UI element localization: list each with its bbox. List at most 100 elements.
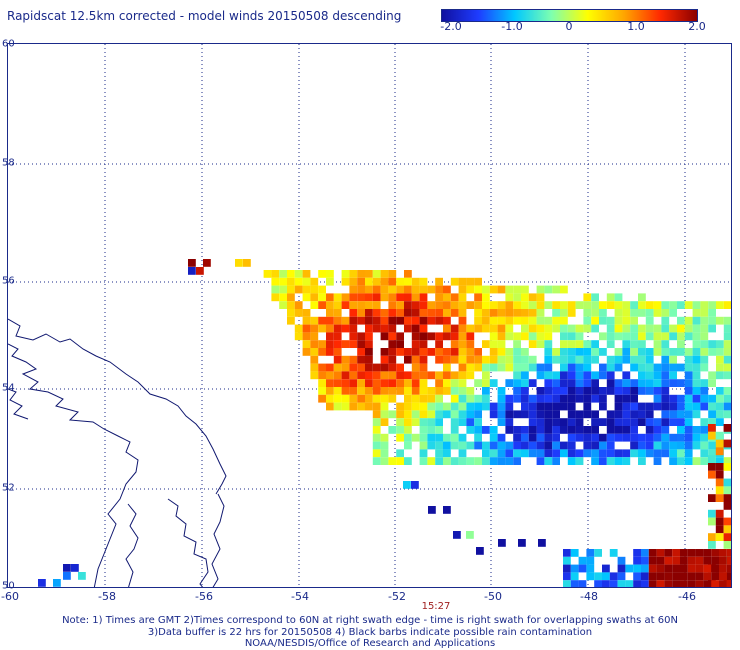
wind-cell <box>677 332 685 341</box>
wind-cell <box>521 379 529 387</box>
wind-cell <box>669 324 677 333</box>
wind-cell <box>388 277 397 286</box>
wind-cell <box>633 572 641 581</box>
wind-cell <box>567 348 576 356</box>
wind-cell <box>661 340 670 348</box>
wind-cell <box>622 394 631 403</box>
wind-cell <box>458 316 467 325</box>
wind-cell <box>661 324 670 333</box>
wind-cell <box>326 309 334 317</box>
wind-cell <box>606 371 615 380</box>
wind-cell <box>365 394 373 403</box>
wind-cell <box>672 564 680 573</box>
wind-cell <box>653 449 662 458</box>
wind-cell <box>396 379 404 387</box>
wind-cell <box>653 426 662 434</box>
wind-cell <box>419 371 428 380</box>
lon-label: -54 <box>291 590 309 603</box>
wind-cell <box>617 564 626 573</box>
wind-cell <box>648 564 657 573</box>
wind-cell <box>458 285 467 294</box>
wind-cell <box>326 332 334 341</box>
wind-cell <box>411 277 420 286</box>
wind-cell <box>599 301 607 309</box>
wind-cell <box>466 387 475 395</box>
wind-cell <box>614 363 623 372</box>
wind-cell <box>427 394 436 403</box>
wind-cell <box>357 394 365 403</box>
wind-cell <box>435 340 443 348</box>
wind-cell <box>513 433 521 442</box>
wind-cell <box>661 371 670 380</box>
wind-cell <box>560 285 568 294</box>
wind-cell <box>411 371 420 380</box>
wind-cell <box>294 285 303 294</box>
wind-cell <box>669 457 677 465</box>
wind-cell <box>544 449 553 458</box>
wind-cell <box>638 293 646 302</box>
wind-cell <box>310 285 319 294</box>
wind-cell <box>544 441 553 450</box>
wind-cell <box>271 277 280 286</box>
wind-cell <box>656 564 665 573</box>
wind-cell <box>427 371 436 380</box>
wind-cell <box>528 332 537 341</box>
wind-cell <box>365 371 373 380</box>
wind-cell <box>513 387 521 395</box>
wind-cell <box>661 410 670 419</box>
wind-cell <box>497 394 506 403</box>
wind-cell <box>380 355 389 364</box>
wind-cell <box>700 324 709 333</box>
wind-cell <box>552 316 560 325</box>
wind-cell <box>474 457 482 465</box>
wind-cell <box>614 348 623 356</box>
wind-cell <box>388 270 397 278</box>
wind-cell <box>521 387 529 395</box>
wind-cell <box>687 580 696 587</box>
wind-cell <box>333 301 342 309</box>
wind-cell <box>419 324 428 333</box>
wind-cell <box>435 355 443 364</box>
wind-cell <box>341 277 350 286</box>
wind-cell <box>609 549 618 557</box>
wind-cell <box>450 332 459 341</box>
wind-cell <box>544 324 553 333</box>
wind-cell <box>310 340 319 348</box>
wind-cell <box>606 332 615 341</box>
wind-cell <box>731 424 732 432</box>
wind-cell <box>536 316 545 325</box>
wind-cell <box>287 277 295 286</box>
wind-cell <box>536 387 545 395</box>
wind-cell <box>599 394 607 403</box>
wind-cell <box>513 340 521 348</box>
wind-cell <box>372 309 381 317</box>
wind-cell <box>326 277 334 286</box>
wind-cell <box>575 426 584 434</box>
wind-cell <box>388 355 397 364</box>
wind-cell <box>544 332 553 341</box>
wind-cell <box>365 332 373 341</box>
wind-cell <box>287 285 295 294</box>
wind-cell <box>427 402 436 411</box>
wind-cell <box>536 426 545 434</box>
wind-cell <box>318 324 326 333</box>
wind-cell <box>614 433 623 442</box>
wind-cell <box>435 293 443 302</box>
wind-cell <box>404 402 412 411</box>
wind-cell <box>630 355 638 364</box>
wind-cell <box>731 525 732 533</box>
wind-cell <box>723 324 731 333</box>
wind-cell <box>318 340 326 348</box>
wind-cell <box>723 355 731 364</box>
wind-cell <box>664 580 673 587</box>
wind-cell <box>677 340 685 348</box>
wind-cell <box>630 418 638 426</box>
wind-cell <box>380 449 389 458</box>
wind-cell <box>560 348 568 356</box>
wind-cell <box>287 301 295 309</box>
wind-cell <box>372 433 381 442</box>
wind-cell <box>388 340 397 348</box>
wind-cell <box>622 426 631 434</box>
wind-cell <box>365 324 373 333</box>
wind-cell <box>357 402 365 411</box>
